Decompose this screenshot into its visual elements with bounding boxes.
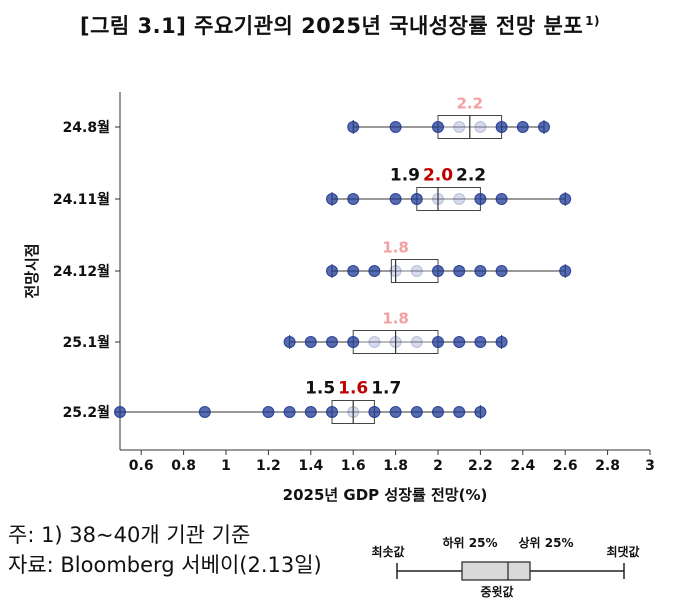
data-point (347, 121, 360, 133)
x-tick-label: 1 (221, 458, 231, 474)
data-point (326, 265, 338, 277)
data-point (495, 193, 508, 205)
data-point (474, 265, 487, 277)
data-point (516, 121, 529, 133)
data-point (432, 121, 444, 133)
data-point (283, 336, 296, 348)
data-point (495, 265, 508, 277)
data-point (453, 406, 466, 418)
y-tick-label: 25.2월 (63, 404, 110, 421)
data-point (432, 336, 444, 348)
x-tick-label: 2 (433, 458, 443, 474)
data-point (410, 406, 423, 418)
x-tick-label: 2.8 (595, 458, 620, 474)
data-point (410, 193, 423, 205)
q3-value-label: 1.7 (371, 379, 401, 399)
data-point (347, 265, 360, 277)
data-point (198, 406, 211, 418)
q1-value-label: 1.5 (305, 379, 335, 399)
data-point (368, 406, 381, 418)
x-tick-label: 2.4 (510, 458, 535, 474)
data-point (495, 336, 508, 348)
data-point (389, 121, 402, 133)
data-point (326, 336, 338, 348)
data-point (474, 193, 487, 205)
data-point (410, 265, 423, 277)
median-value-label: 1.6 (338, 379, 368, 399)
legend-q1-label: 하위 25% (443, 535, 498, 550)
legend-min-label: 최솟값 (371, 544, 404, 559)
data-point (474, 336, 487, 348)
median-value-label: 1.8 (382, 310, 409, 328)
y-tick-label: 24.8월 (63, 119, 110, 136)
q1-value-label: 1.9 (390, 166, 420, 186)
x-axis-label: 2025년 GDP 성장률 전망(%) (283, 486, 488, 504)
x-tick-label: 1.4 (298, 458, 323, 474)
legend-q3-label: 상위 25% (519, 535, 574, 550)
y-axis-label: 전망시점 (23, 243, 41, 298)
data-point (453, 336, 466, 348)
y-tick-label: 25.1월 (63, 334, 110, 351)
x-tick-label: 2.6 (553, 458, 578, 474)
data-point (410, 336, 423, 348)
median-value-label: 2.0 (423, 166, 453, 186)
y-tick-label: 24.12월 (53, 263, 110, 280)
median-value-label: 2.2 (457, 95, 484, 113)
data-point (326, 193, 338, 205)
data-point (453, 265, 466, 277)
data-point (347, 336, 360, 348)
data-point (326, 406, 338, 418)
data-point (559, 193, 572, 205)
data-point (432, 406, 444, 418)
data-point (453, 193, 466, 205)
x-tick-label: 1.8 (383, 458, 408, 474)
data-point (304, 406, 317, 418)
data-point (389, 193, 402, 205)
x-tick-label: 0.8 (171, 458, 196, 474)
data-point (474, 121, 487, 133)
data-point (283, 406, 296, 418)
median-value-label: 1.8 (382, 239, 409, 257)
data-point (347, 193, 360, 205)
legend-max-label: 최댓값 (606, 544, 639, 559)
x-tick-label: 3 (645, 458, 655, 474)
x-tick-label: 0.6 (129, 458, 154, 474)
data-point (114, 406, 126, 418)
data-point (495, 121, 508, 133)
x-tick-label: 1.2 (256, 458, 281, 474)
data-point (538, 121, 550, 133)
footnote-line: 주: 1) 38~40개 기관 기준 (8, 523, 251, 547)
data-point (368, 336, 381, 348)
data-point (389, 406, 402, 418)
x-tick-label: 1.6 (341, 458, 366, 474)
data-point (474, 406, 487, 418)
data-point (559, 265, 572, 277)
y-tick-label: 24.11월 (53, 191, 110, 208)
q3-value-label: 2.2 (456, 166, 486, 186)
legend-iqr-box (461, 561, 531, 581)
data-point (304, 336, 317, 348)
chart-title-text: [그림 3.1] 주요기관의 2025년 국내성장률 전망 분포 (80, 14, 584, 38)
title-footnote-mark: 1) (585, 14, 600, 28)
data-point (453, 121, 466, 133)
x-tick-label: 2.2 (468, 458, 493, 474)
legend-median-label: 중윗값 (480, 584, 513, 599)
data-point (368, 265, 381, 277)
source-line: 자료: Bloomberg 서베이(2.13일) (8, 553, 322, 577)
data-point (432, 265, 444, 277)
chart-title: [그림 3.1] 주요기관의 2025년 국내성장률 전망 분포 1) (0, 10, 680, 40)
data-point (262, 406, 275, 418)
